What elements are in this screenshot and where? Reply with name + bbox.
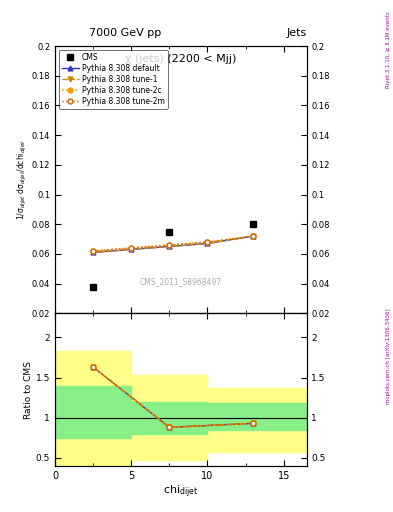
- Pythia 8.308 default: [167, 243, 172, 249]
- Pythia 8.308 default: [251, 233, 255, 239]
- Text: Jets: Jets: [286, 28, 307, 38]
- Pythia 8.308 tune-2c: [129, 245, 134, 251]
- Pythia 8.308 tune-2c: [205, 239, 210, 245]
- Pythia 8.308 tune-1: [91, 249, 95, 255]
- Pythia 8.308 default: [129, 246, 134, 252]
- Pythia 8.308 tune-1: [167, 243, 172, 249]
- CMS: [251, 221, 255, 227]
- X-axis label: chi$_{\mathregular{dijet}}$: chi$_{\mathregular{dijet}}$: [163, 483, 198, 500]
- CMS: [167, 228, 172, 234]
- Line: Pythia 8.308 tune-2c: Pythia 8.308 tune-2c: [91, 233, 255, 253]
- Pythia 8.308 tune-2c: [251, 233, 255, 239]
- Pythia 8.308 tune-1: [251, 233, 255, 239]
- Pythia 8.308 tune-1: [129, 246, 134, 252]
- Y-axis label: 1/σ$_{dijet}$ dσ$_{dijet}$/dchi$_{dijet}$: 1/σ$_{dijet}$ dσ$_{dijet}$/dchi$_{dijet}…: [16, 139, 29, 220]
- Pythia 8.308 tune-2m: [91, 248, 95, 254]
- Text: CMS_2011_S8968497: CMS_2011_S8968497: [140, 278, 222, 287]
- Pythia 8.308 tune-2m: [167, 242, 172, 248]
- Pythia 8.308 tune-2m: [129, 245, 134, 251]
- Text: mcplots.cern.ch [arXiv:1306.3436]: mcplots.cern.ch [arXiv:1306.3436]: [386, 308, 391, 403]
- Y-axis label: Ratio to CMS: Ratio to CMS: [24, 360, 33, 418]
- Line: Pythia 8.308 tune-1: Pythia 8.308 tune-1: [91, 233, 255, 255]
- Legend: CMS, Pythia 8.308 default, Pythia 8.308 tune-1, Pythia 8.308 tune-2c, Pythia 8.3: CMS, Pythia 8.308 default, Pythia 8.308 …: [59, 50, 168, 109]
- Pythia 8.308 tune-2c: [167, 242, 172, 248]
- Pythia 8.308 default: [205, 241, 210, 247]
- Pythia 8.308 tune-1: [205, 241, 210, 247]
- Text: Rivet 3.1.10, ≥ 3.1M events: Rivet 3.1.10, ≥ 3.1M events: [386, 12, 391, 88]
- Pythia 8.308 tune-2m: [251, 233, 255, 239]
- Text: χ (jets) (2200 < Mjj): χ (jets) (2200 < Mjj): [125, 54, 237, 64]
- Pythia 8.308 tune-2m: [205, 239, 210, 245]
- Line: CMS: CMS: [90, 221, 257, 290]
- Pythia 8.308 tune-2c: [91, 248, 95, 254]
- CMS: [91, 284, 95, 290]
- Text: 7000 GeV pp: 7000 GeV pp: [89, 28, 162, 38]
- Line: Pythia 8.308 default: Pythia 8.308 default: [91, 233, 255, 255]
- Line: Pythia 8.308 tune-2m: Pythia 8.308 tune-2m: [91, 233, 255, 253]
- Pythia 8.308 default: [91, 249, 95, 255]
